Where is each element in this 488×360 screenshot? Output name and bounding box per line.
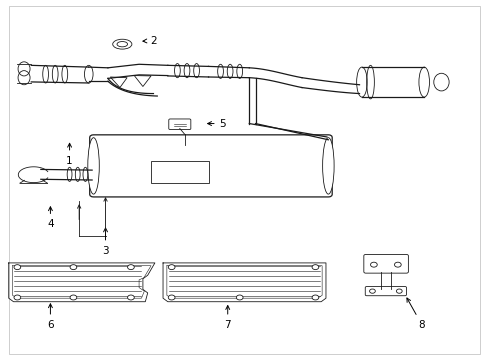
Text: 3: 3 — [102, 228, 109, 256]
FancyBboxPatch shape — [168, 119, 190, 130]
Circle shape — [14, 295, 20, 300]
Circle shape — [370, 262, 376, 267]
Text: 7: 7 — [224, 306, 230, 330]
Text: 6: 6 — [47, 304, 54, 330]
Text: 8: 8 — [406, 298, 424, 330]
Circle shape — [70, 295, 77, 300]
FancyBboxPatch shape — [89, 135, 331, 197]
Circle shape — [14, 265, 20, 270]
Ellipse shape — [88, 138, 99, 194]
FancyBboxPatch shape — [363, 255, 407, 273]
Circle shape — [127, 265, 134, 270]
Circle shape — [311, 295, 318, 300]
Bar — [151, 161, 208, 183]
Circle shape — [168, 295, 175, 300]
Text: 2: 2 — [142, 36, 157, 46]
Circle shape — [70, 265, 77, 270]
Circle shape — [311, 265, 318, 270]
Ellipse shape — [433, 73, 448, 91]
Text: 1: 1 — [66, 143, 73, 166]
Circle shape — [396, 289, 401, 293]
Ellipse shape — [322, 138, 333, 194]
Text: 4: 4 — [47, 207, 54, 229]
Circle shape — [168, 265, 175, 270]
Circle shape — [236, 295, 243, 300]
Circle shape — [127, 295, 134, 300]
Circle shape — [394, 262, 400, 267]
Polygon shape — [9, 263, 155, 302]
Polygon shape — [163, 263, 325, 302]
FancyBboxPatch shape — [365, 287, 406, 296]
Circle shape — [369, 289, 375, 293]
Text: 5: 5 — [207, 118, 226, 129]
